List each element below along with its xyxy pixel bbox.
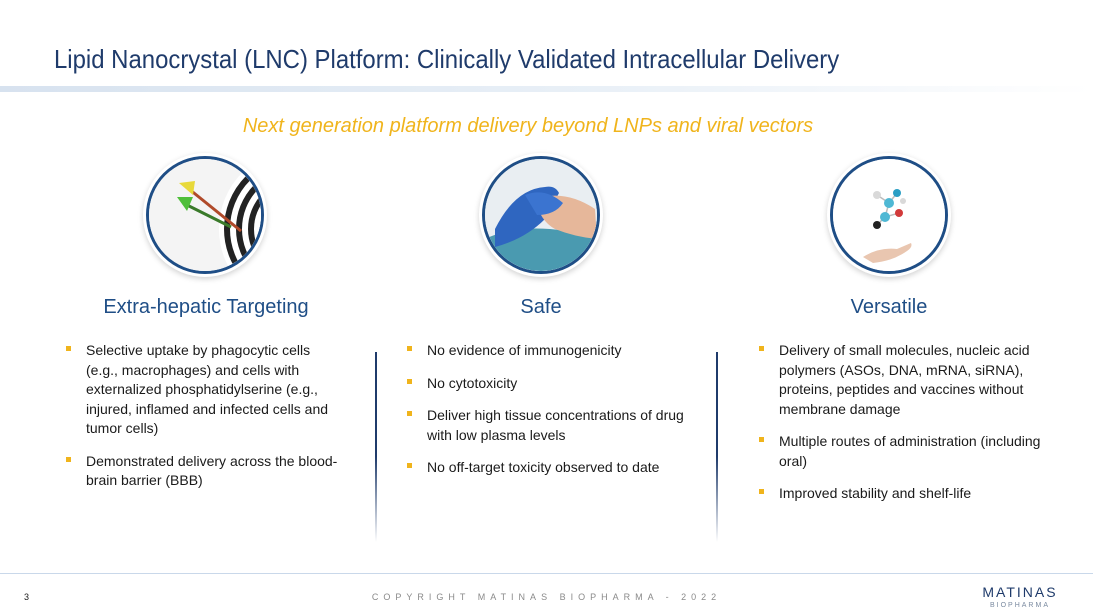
list-item: Delivery of small molecules, nucleic aci… [756,341,1056,419]
copyright-text: COPYRIGHT MATINAS BIOPHARMA - 2022 [371,592,722,602]
gloved-hand-icon [482,156,600,274]
column-heading-safe: Safe [520,296,562,318]
column-divider [375,352,377,542]
targeting-bullet-list: Selective uptake by phagocytic cells (e.… [63,341,338,504]
logo-wordmark: MATINAS [982,584,1058,600]
slide-title: Lipid Nanocrystal (LNC) Platform: Clinic… [54,44,840,74]
footer-divider [0,573,1093,574]
column-heading-targeting: Extra-hepatic Targeting [103,296,309,318]
column-divider [716,352,718,542]
list-item: No cytotoxicity [404,374,689,394]
column-heading-versatile: Versatile [850,296,928,318]
slide-subtitle: Next generation platform delivery beyond… [242,115,814,137]
list-item: Demonstrated delivery across the blood-b… [63,452,338,491]
page-number: 3 [24,592,30,602]
logo-subtext: BIOPHARMA [989,602,1050,609]
list-item: Selective uptake by phagocytic cells (e.… [63,341,338,439]
title-underline [0,86,1093,92]
list-item: Multiple routes of administration (inclu… [756,432,1056,471]
molecule-hand-icon [830,156,948,274]
dart-target-icon [146,156,264,274]
versatile-bullet-list: Delivery of small molecules, nucleic aci… [756,341,1056,517]
list-item: No off-target toxicity observed to date [404,458,689,478]
list-item: Improved stability and shelf-life [756,484,1056,504]
safe-bullet-list: No evidence of immunogenicity No cytotox… [404,341,689,491]
company-logo: MATINAS BIOPHARMA [960,584,1080,609]
list-item: No evidence of immunogenicity [404,341,689,361]
list-item: Deliver high tissue concentrations of dr… [404,406,689,445]
